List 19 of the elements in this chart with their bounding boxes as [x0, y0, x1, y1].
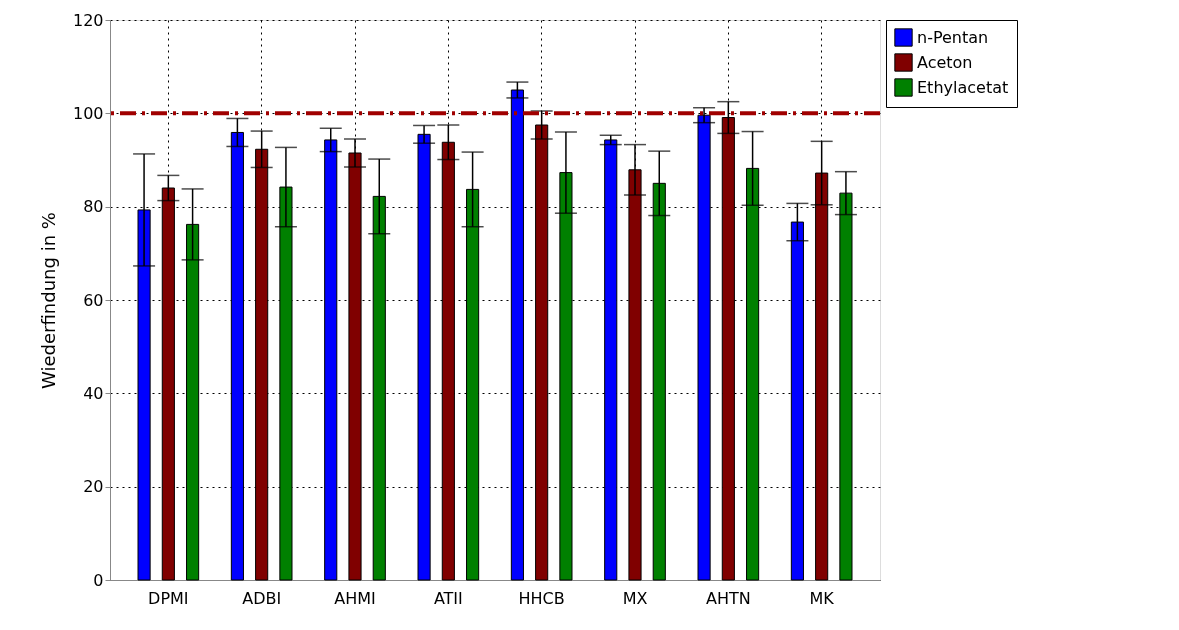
- y-tick-label: 40: [83, 383, 104, 403]
- y-tick-label: 80: [83, 197, 104, 217]
- y-axis-title: Wiederfindung in %: [37, 212, 59, 389]
- legend-label: Aceton: [917, 52, 973, 72]
- y-tick-label: 0: [93, 570, 104, 590]
- x-tick-label: DPMI: [148, 588, 189, 608]
- y-tick-label: 120: [72, 10, 104, 30]
- x-tick-label: AHMI: [334, 588, 376, 608]
- x-tick-label: MK: [809, 588, 835, 608]
- x-tick-label: HHCB: [518, 588, 565, 608]
- x-tick-label: ATII: [433, 588, 463, 608]
- legend-label: n-Pentan: [917, 27, 989, 47]
- y-tick-label: 20: [83, 477, 104, 497]
- x-tick-label: ADBI: [242, 588, 282, 608]
- legend-label: Ethylacetat: [917, 77, 1009, 97]
- y-tick-label: 100: [72, 103, 104, 123]
- x-tick-label: AHTN: [705, 588, 751, 608]
- y-tick-label: 60: [83, 290, 104, 310]
- x-tick-label: MX: [622, 588, 648, 608]
